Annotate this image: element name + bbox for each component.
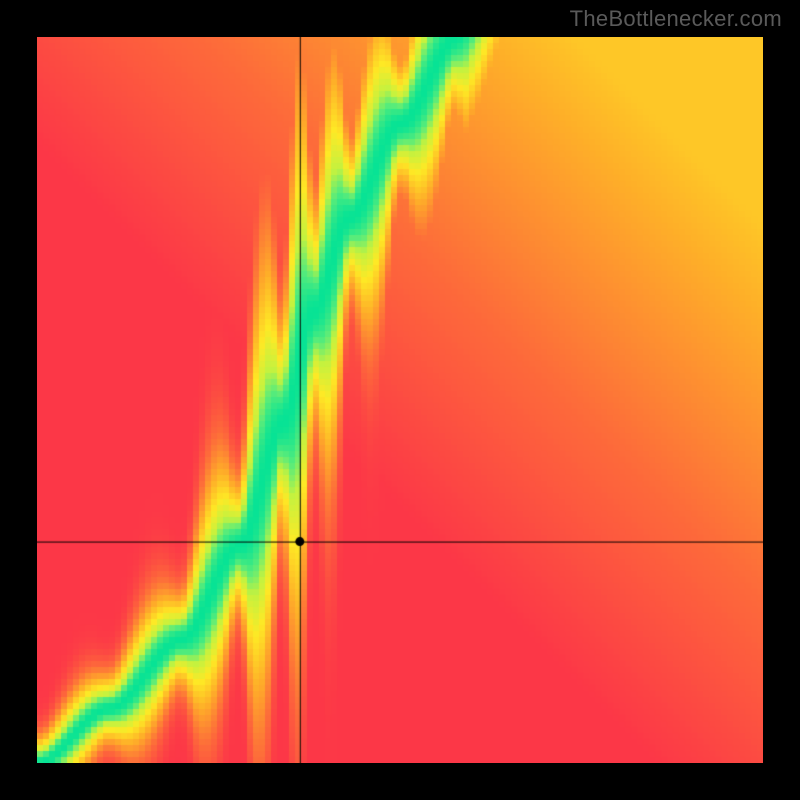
watermark-text: TheBottlenecker.com [570,6,782,32]
bottleneck-heatmap [37,37,763,763]
